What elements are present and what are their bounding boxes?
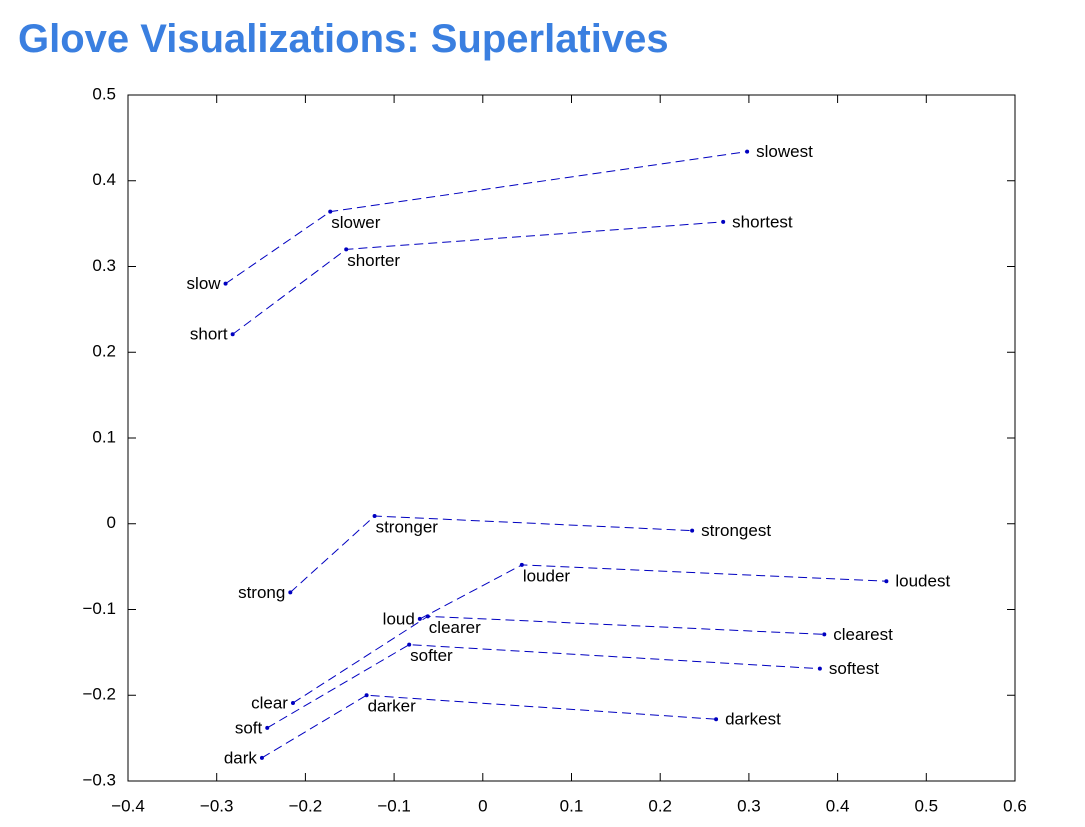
point-label: darker xyxy=(368,697,417,716)
y-tick-label: −0.1 xyxy=(82,599,116,618)
connector-line xyxy=(261,694,717,759)
point xyxy=(425,614,430,619)
point-label: loudest xyxy=(895,572,950,591)
point-label: loud xyxy=(383,609,415,628)
x-tick-label: 0.5 xyxy=(914,796,938,815)
y-tick-label: 0.1 xyxy=(92,427,116,446)
point-label: slowest xyxy=(756,142,813,161)
point xyxy=(817,666,822,671)
point-label: louder xyxy=(523,566,571,585)
x-tick-label: 0.4 xyxy=(826,796,850,815)
point xyxy=(417,616,422,621)
point xyxy=(745,149,750,154)
point-label: softest xyxy=(829,659,879,678)
point-label: slow xyxy=(187,274,222,293)
y-tick-label: 0 xyxy=(107,513,116,532)
x-tick-label: −0.2 xyxy=(289,796,323,815)
point-label: softer xyxy=(410,646,453,665)
plot-frame xyxy=(127,94,1016,782)
point xyxy=(288,590,293,595)
point-label: slower xyxy=(331,213,380,232)
point xyxy=(407,642,412,647)
x-tick-label: −0.1 xyxy=(377,796,411,815)
point xyxy=(344,247,349,252)
point xyxy=(884,579,889,584)
point xyxy=(290,700,295,705)
y-tick-label: 0.4 xyxy=(92,170,116,189)
point-label: clearer xyxy=(429,618,481,637)
y-tick-label: −0.2 xyxy=(82,685,116,704)
point xyxy=(714,717,719,722)
x-tick-label: −0.4 xyxy=(111,796,145,815)
point-label: short xyxy=(190,325,228,344)
x-tick-label: 0.1 xyxy=(560,796,584,815)
point-label: strong xyxy=(238,583,285,602)
y-tick-label: −0.3 xyxy=(82,770,116,789)
point-label: clearest xyxy=(833,625,893,644)
point-label: stronger xyxy=(376,518,439,537)
point-label: shorter xyxy=(347,251,400,270)
point xyxy=(519,562,524,567)
point xyxy=(223,281,228,286)
point xyxy=(721,219,726,224)
point-label: soft xyxy=(235,718,263,737)
connector-line xyxy=(267,644,820,729)
point-label: dark xyxy=(224,748,258,767)
connector-line xyxy=(225,151,748,285)
x-tick-label: 0.2 xyxy=(648,796,672,815)
point xyxy=(328,209,333,214)
connector-line xyxy=(232,221,724,335)
point xyxy=(372,514,377,519)
point xyxy=(265,725,270,730)
connector-line xyxy=(292,615,825,704)
y-tick-label: 0.3 xyxy=(92,256,116,275)
point-label: shortest xyxy=(732,212,793,231)
x-tick-label: 0 xyxy=(478,796,487,815)
chart-title: Glove Visualizations: Superlatives xyxy=(18,17,669,61)
point xyxy=(230,332,235,337)
point-label: darkest xyxy=(725,710,781,729)
point-label: clear xyxy=(251,693,288,712)
point xyxy=(822,632,827,637)
connector-line xyxy=(289,515,693,593)
point xyxy=(364,693,369,698)
x-tick-label: 0.3 xyxy=(737,796,761,815)
y-tick-label: 0.5 xyxy=(92,84,116,103)
x-tick-label: 0.6 xyxy=(1003,796,1027,815)
point xyxy=(259,755,264,760)
x-tick-label: −0.3 xyxy=(200,796,234,815)
point-label: strongest xyxy=(701,521,771,540)
y-tick-label: 0.2 xyxy=(92,342,116,361)
connector-line xyxy=(419,564,887,620)
point xyxy=(690,528,695,533)
